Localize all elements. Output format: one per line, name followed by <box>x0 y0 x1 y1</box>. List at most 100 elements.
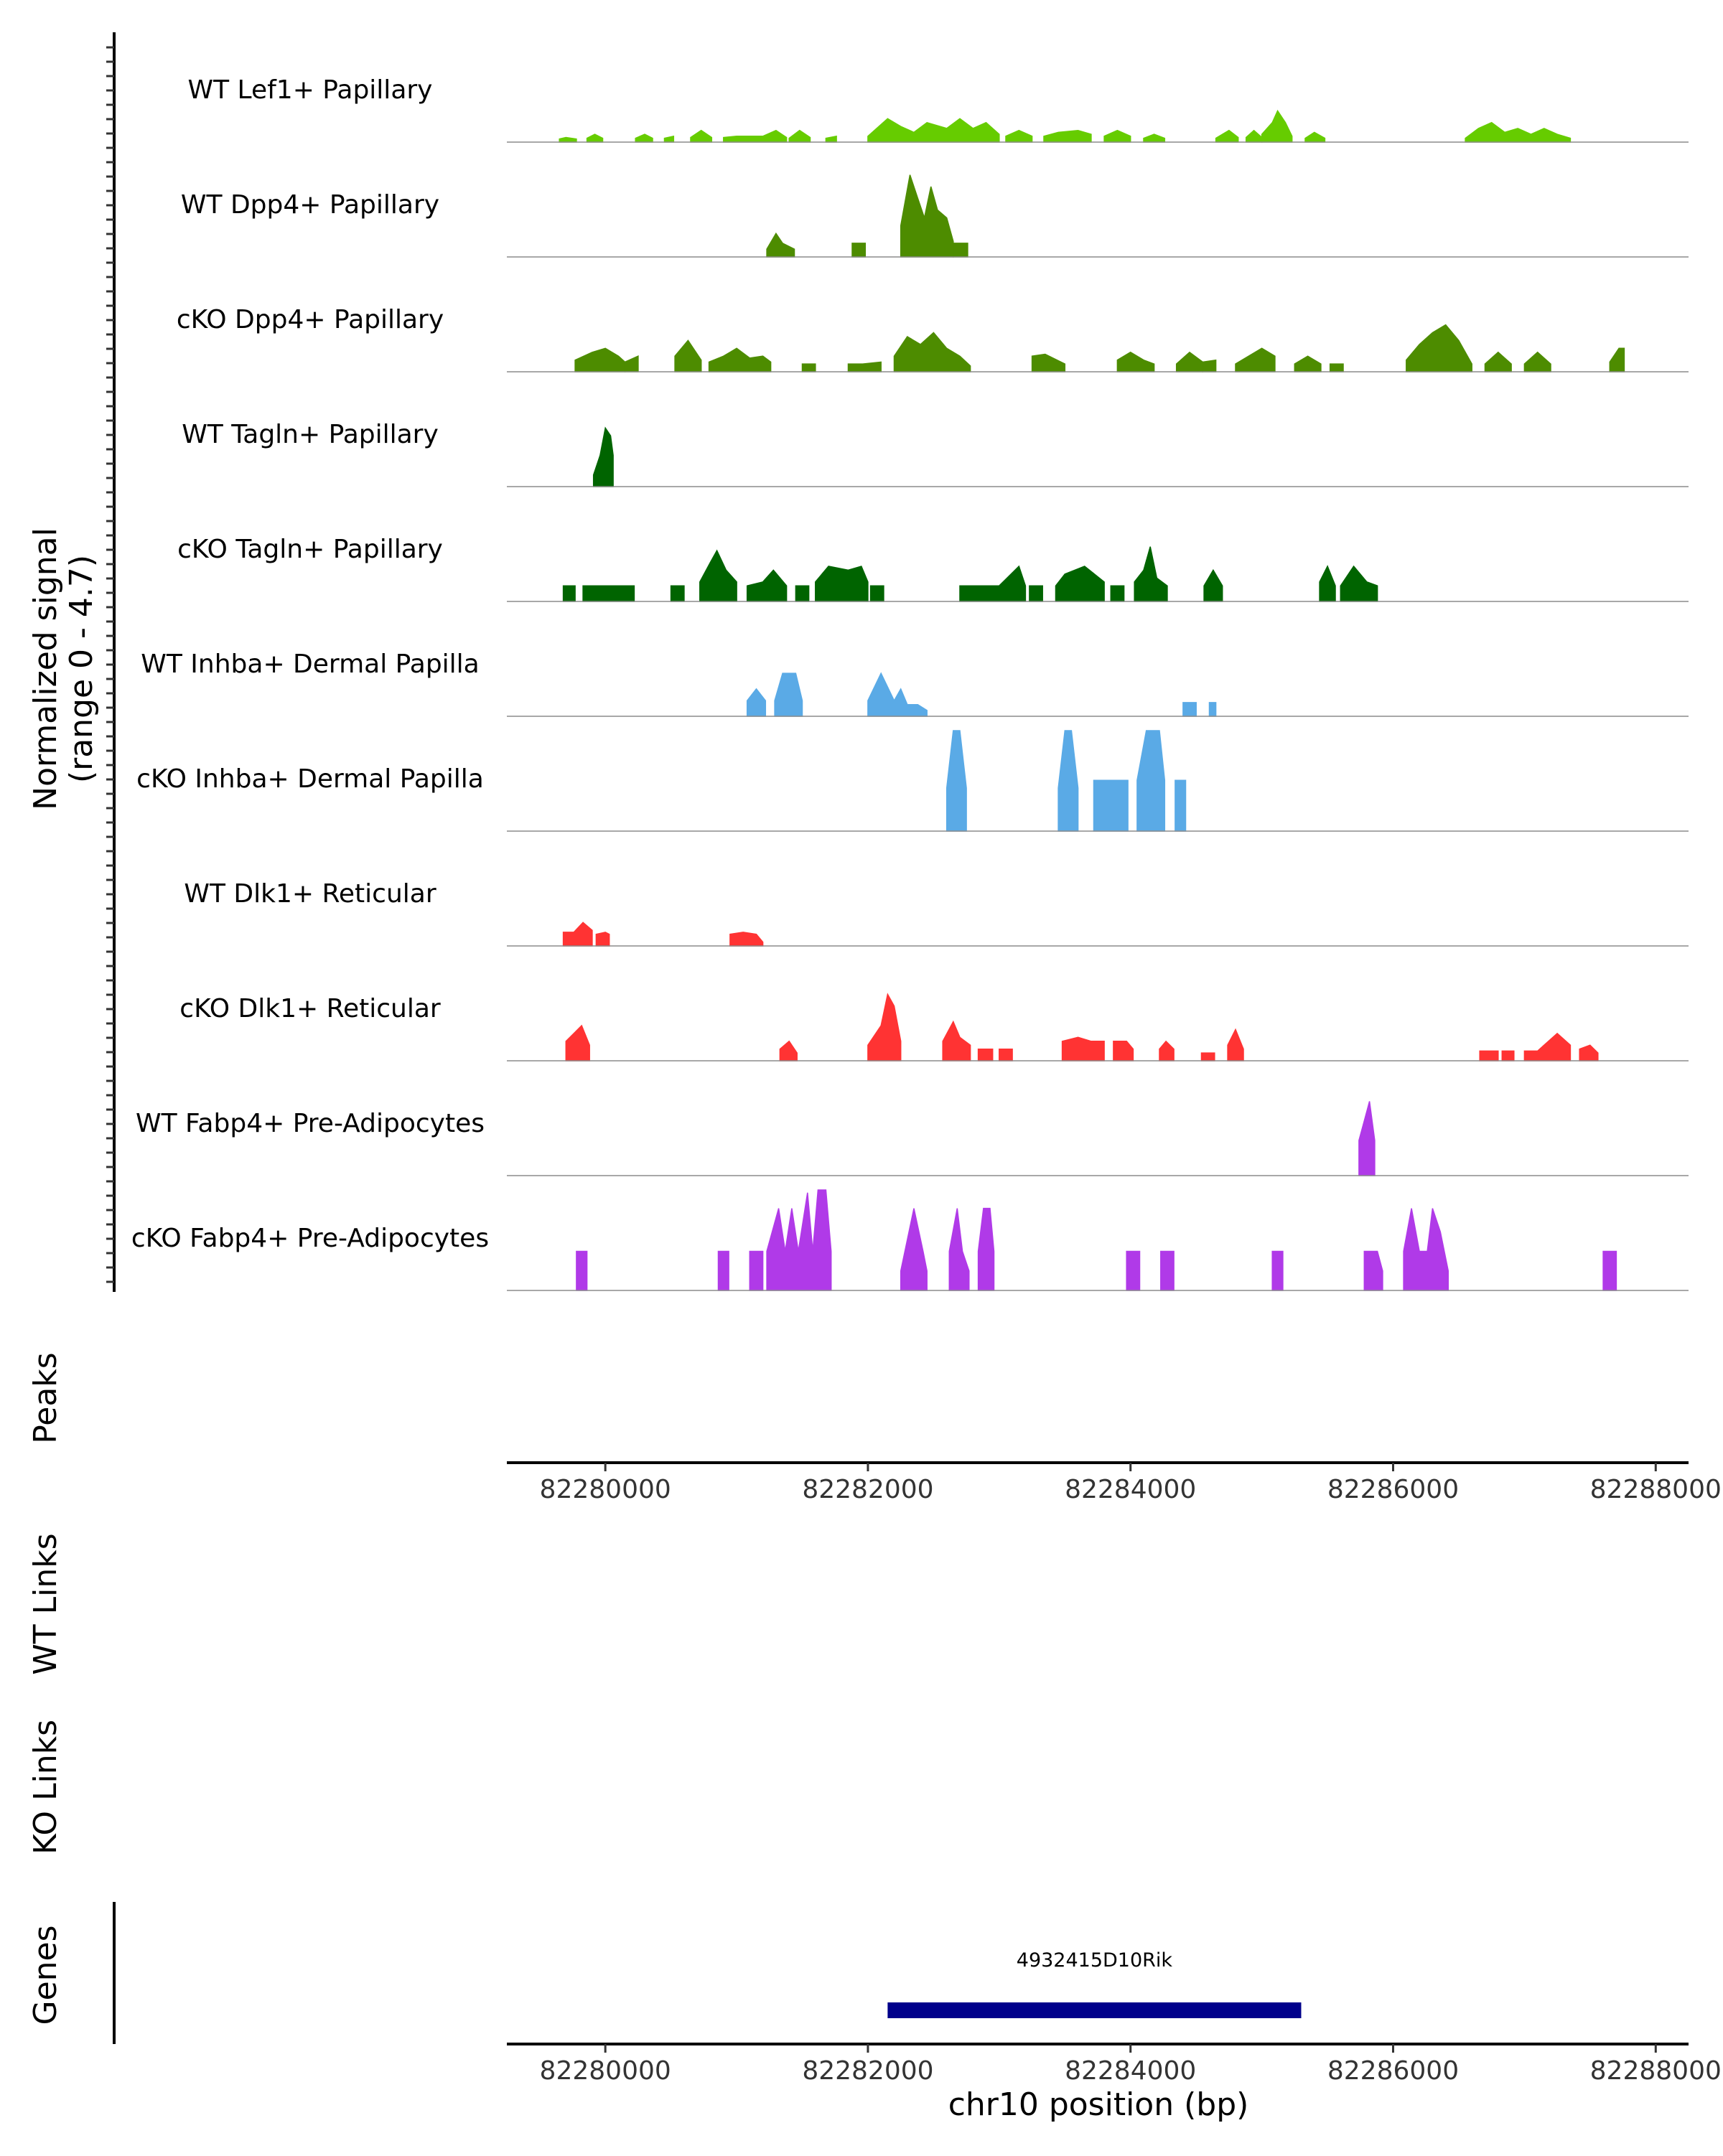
signal-peak-cko-dpp4-papillary-15 <box>1484 351 1512 372</box>
track-wt-lef1-papillary: WT Lef1+ Papillary <box>188 75 1689 143</box>
signal-peak-cko-dpp4-papillary-7 <box>1031 353 1066 372</box>
signal-peak-cko-tagln-papillary-6 <box>815 566 869 602</box>
signal-peak-cko-dpp4-papillary-11 <box>1235 347 1276 372</box>
signal-peak-cko-dpp4-papillary-8 <box>1116 351 1155 372</box>
signal-peak-wt-fabp4-pre-adipocytes-0 <box>1358 1101 1376 1176</box>
signal-peak-cko-tagln-papillary-3 <box>699 549 737 602</box>
track-wt-inhba-dermal-papilla: WT Inhba+ Dermal Papilla <box>141 650 1689 717</box>
track-label-wt-lef1-papillary: WT Lef1+ Papillary <box>188 75 433 105</box>
signal-peak-cko-tagln-papillary-2 <box>670 585 685 602</box>
signal-peak-cko-dlk1-reticular-7 <box>1113 1041 1134 1061</box>
signal-peak-cko-dlk1-reticular-9 <box>1200 1052 1215 1061</box>
peaks-x-tick-label-1: 82282000 <box>802 1475 933 1504</box>
signal-peak-cko-tagln-papillary-15 <box>1340 565 1378 602</box>
signal-peak-wt-lef1-papillary-15 <box>1261 109 1293 143</box>
genes-x-tick-label-0: 82280000 <box>540 2056 671 2086</box>
track-label-cko-dlk1-reticular: cKO Dlk1+ Reticular <box>179 994 441 1023</box>
track-cko-dlk1-reticular: cKO Dlk1+ Reticular <box>179 993 1689 1061</box>
signal-peak-cko-dlk1-reticular-2 <box>867 993 902 1061</box>
signal-peak-cko-dlk1-reticular-1 <box>779 1040 798 1061</box>
genes-x-axis: 82280000 82282000 82284000 82286000 82288000 <box>507 2043 1722 2086</box>
track-cko-fabp4-pre-adipocytes: cKO Fabp4+ Pre-Adipocytes <box>131 1189 1689 1291</box>
signal-peak-wt-inhba-dermal-papilla-4 <box>1208 702 1217 717</box>
signal-peak-cko-tagln-papillary-11 <box>1110 585 1125 602</box>
signal-peak-cko-tagln-papillary-5 <box>795 585 810 602</box>
signal-peak-wt-lef1-papillary-0 <box>559 136 577 143</box>
signal-peak-cko-tagln-papillary-14 <box>1319 565 1336 602</box>
signal-peak-wt-dpp4-papillary-1 <box>851 243 867 258</box>
track-label-cko-tagln-papillary: cKO Tagln+ Papillary <box>177 535 443 564</box>
signal-peak-wt-lef1-papillary-1 <box>586 133 604 143</box>
signal-peak-cko-dpp4-papillary-14 <box>1406 324 1472 372</box>
signal-peak-wt-lef1-papillary-13 <box>1215 129 1239 143</box>
track-label-wt-fabp4-pre-adipocytes: WT Fabp4+ Pre-Adipocytes <box>136 1109 485 1138</box>
signal-peak-cko-dpp4-papillary-6 <box>893 332 971 372</box>
signal-peak-cko-dlk1-reticular-8 <box>1159 1040 1175 1061</box>
signal-peak-wt-dpp4-papillary-0 <box>766 232 795 258</box>
signal-peak-cko-dpp4-papillary-5 <box>847 361 882 372</box>
peaks-x-tick-label-4: 82288000 <box>1590 1475 1722 1504</box>
signal-peak-wt-lef1-papillary-6 <box>788 129 811 143</box>
signal-peak-cko-fabp4-pre-adipocytes-5 <box>948 1208 970 1291</box>
signal-peak-cko-dlk1-reticular-14 <box>1579 1044 1599 1061</box>
signal-peak-wt-lef1-papillary-3 <box>663 135 675 143</box>
signal-peak-cko-tagln-papillary-8 <box>959 565 1027 602</box>
genes-x-tick-label-2: 82284000 <box>1065 2056 1196 2086</box>
signal-peak-cko-dlk1-reticular-5 <box>999 1048 1013 1061</box>
signal-peak-cko-dpp4-papillary-4 <box>801 363 816 372</box>
signal-peak-cko-dpp4-papillary-12 <box>1294 355 1322 372</box>
signal-peak-wt-tagln-papillary-0 <box>592 426 614 487</box>
coverage-tracks: WT Lef1+ Papillary WT Dpp4+ Papillary cKO … <box>131 75 1689 1291</box>
signal-peak-wt-lef1-papillary-5 <box>723 129 788 143</box>
track-label-cko-dpp4-papillary: cKO Dpp4+ Papillary <box>177 305 444 334</box>
track-wt-fabp4-pre-adipocytes: WT Fabp4+ Pre-Adipocytes <box>136 1101 1689 1176</box>
signal-peak-cko-dlk1-reticular-3 <box>942 1020 971 1061</box>
signal-peak-wt-inhba-dermal-papilla-2 <box>867 672 928 717</box>
signal-y-axis-title-line1: Normalized signal <box>27 528 64 810</box>
signal-peak-cko-dlk1-reticular-10 <box>1227 1028 1244 1061</box>
gene-body-4932415d10rik <box>887 2002 1302 2018</box>
signal-peak-wt-dlk1-reticular-0 <box>562 922 593 947</box>
signal-peak-cko-dlk1-reticular-0 <box>565 1024 590 1061</box>
track-cko-tagln-papillary: cKO Tagln+ Papillary <box>177 535 1689 602</box>
signal-peak-wt-lef1-papillary-4 <box>690 129 713 143</box>
peaks-panel-label: Peaks <box>27 1352 64 1443</box>
track-cko-dpp4-papillary: cKO Dpp4+ Papillary <box>177 305 1689 372</box>
signal-peak-cko-tagln-papillary-1 <box>582 585 635 602</box>
signal-peak-wt-lef1-papillary-16 <box>1304 131 1326 143</box>
signal-peak-wt-lef1-papillary-7 <box>825 135 837 143</box>
track-wt-dpp4-papillary: WT Dpp4+ Papillary <box>181 174 1689 258</box>
peaks-x-axis: 82280000 82282000 82284000 82286000 82288000 <box>507 1461 1722 1504</box>
signal-peak-cko-tagln-papillary-4 <box>746 569 788 602</box>
signal-peak-wt-lef1-papillary-9 <box>1005 129 1033 143</box>
signal-peak-cko-dlk1-reticular-13 <box>1523 1032 1572 1061</box>
genes-x-tick-label-3: 82286000 <box>1327 2056 1459 2086</box>
signal-peak-wt-inhba-dermal-papilla-0 <box>746 688 767 717</box>
signal-peak-wt-lef1-papillary-14 <box>1245 129 1263 143</box>
gene-label-4932415d10rik: 4932415D10Rik <box>1017 1949 1173 1972</box>
track-wt-tagln-papillary: WT Tagln+ Papillary <box>182 420 1689 487</box>
signal-peak-wt-inhba-dermal-papilla-3 <box>1182 702 1197 717</box>
signal-peak-wt-dlk1-reticular-1 <box>595 932 610 947</box>
signal-peak-cko-tagln-papillary-9 <box>1029 585 1043 602</box>
signal-peak-cko-fabp4-pre-adipocytes-7 <box>1126 1250 1141 1291</box>
signal-peak-wt-lef1-papillary-8 <box>867 118 1000 143</box>
signal-peak-cko-fabp4-pre-adipocytes-11 <box>1403 1208 1449 1291</box>
signal-peak-cko-dlk1-reticular-12 <box>1501 1050 1515 1061</box>
signal-peak-wt-dpp4-papillary-2 <box>900 174 954 258</box>
peaks-x-tick-label-2: 82284000 <box>1065 1475 1196 1504</box>
signal-peak-cko-fabp4-pre-adipocytes-8 <box>1160 1250 1175 1291</box>
signal-peak-cko-fabp4-pre-adipocytes-12 <box>1602 1250 1617 1291</box>
signal-peak-cko-dpp4-papillary-3 <box>708 347 772 372</box>
signal-peak-cko-inhba-dermal-papilla-1 <box>1057 730 1079 832</box>
track-label-wt-inhba-dermal-papilla: WT Inhba+ Dermal Papilla <box>141 650 479 679</box>
gene-annotations: 4932415D10Rik <box>887 1949 1302 2018</box>
signal-peak-cko-fabp4-pre-adipocytes-1 <box>717 1250 729 1291</box>
signal-peak-cko-dpp4-papillary-17 <box>1609 347 1625 372</box>
genes-x-tick-label-1: 82282000 <box>802 2056 933 2086</box>
wt-links-panel-label: WT Links <box>27 1533 64 1674</box>
signal-peak-cko-fabp4-pre-adipocytes-0 <box>576 1250 588 1291</box>
track-label-wt-tagln-papillary: WT Tagln+ Papillary <box>182 420 439 449</box>
